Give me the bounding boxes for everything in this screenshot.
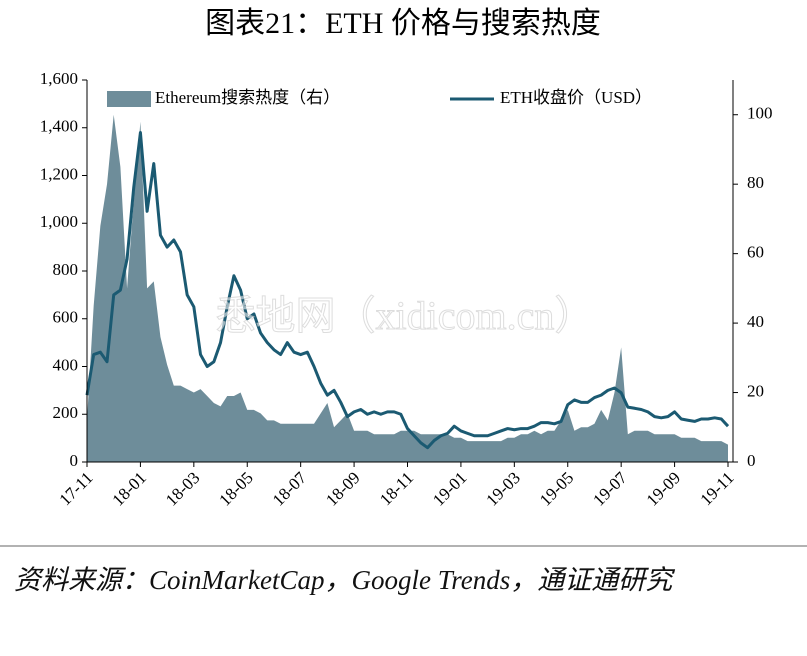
watermark: 悉地网（xidicom.cn） (216, 293, 595, 338)
x-tick-label: 18-05 (215, 468, 256, 509)
line (85, 131, 730, 450)
chart: 图表21：ETH 价格与搜索热度 02004006008001,0001,200… (0, 7, 807, 547)
x-tick-label: 19-11 (697, 468, 738, 509)
x-tick-label: 19-03 (482, 468, 523, 509)
area (87, 114, 728, 463)
legend-label: Ethereum搜索热度（右） (155, 88, 340, 107)
legend-swatch (107, 91, 151, 107)
source-note: 资料来源：CoinMarketCap，Google Trends，通证通研究 (14, 565, 673, 595)
y-tick-label: 400 (53, 355, 79, 374)
x-tick-label: 19-07 (589, 468, 631, 510)
y2-tick-label: 0 (747, 451, 756, 470)
y-tick-label: 1,200 (40, 164, 78, 183)
x-tick-label: 18-03 (162, 468, 203, 509)
y2-tick-label: 80 (747, 173, 764, 192)
y-tick-label: 1,600 (40, 69, 78, 88)
y-tick-label: 0 (70, 451, 79, 470)
y-tick-label: 600 (53, 308, 79, 327)
x-tick-label: 19-09 (643, 468, 684, 509)
y-tick-label: 800 (53, 260, 79, 279)
x-tick-label: 17-11 (56, 468, 97, 509)
y2-tick-label: 60 (747, 243, 764, 262)
chart-title: 图表21：ETH 价格与搜索热度 (205, 7, 601, 40)
y2-tick-label: 20 (747, 381, 764, 400)
y-tick-label: 200 (53, 403, 79, 422)
y2-tick-label: 100 (747, 104, 773, 123)
x-tick-label: 18-11 (376, 468, 417, 509)
x-tick-label: 19-05 (536, 468, 577, 509)
y-tick-label: 1,000 (40, 212, 78, 231)
legend-label: ETH收盘价（USD） (500, 88, 652, 107)
x-tick-label: 19-01 (429, 468, 470, 509)
y-tick-label: 1,400 (40, 117, 78, 136)
x-tick-label: 18-01 (109, 468, 150, 509)
x-tick-label: 18-07 (269, 468, 311, 510)
y2-tick-label: 40 (747, 312, 764, 331)
x-tick-label: 18-09 (322, 468, 363, 509)
